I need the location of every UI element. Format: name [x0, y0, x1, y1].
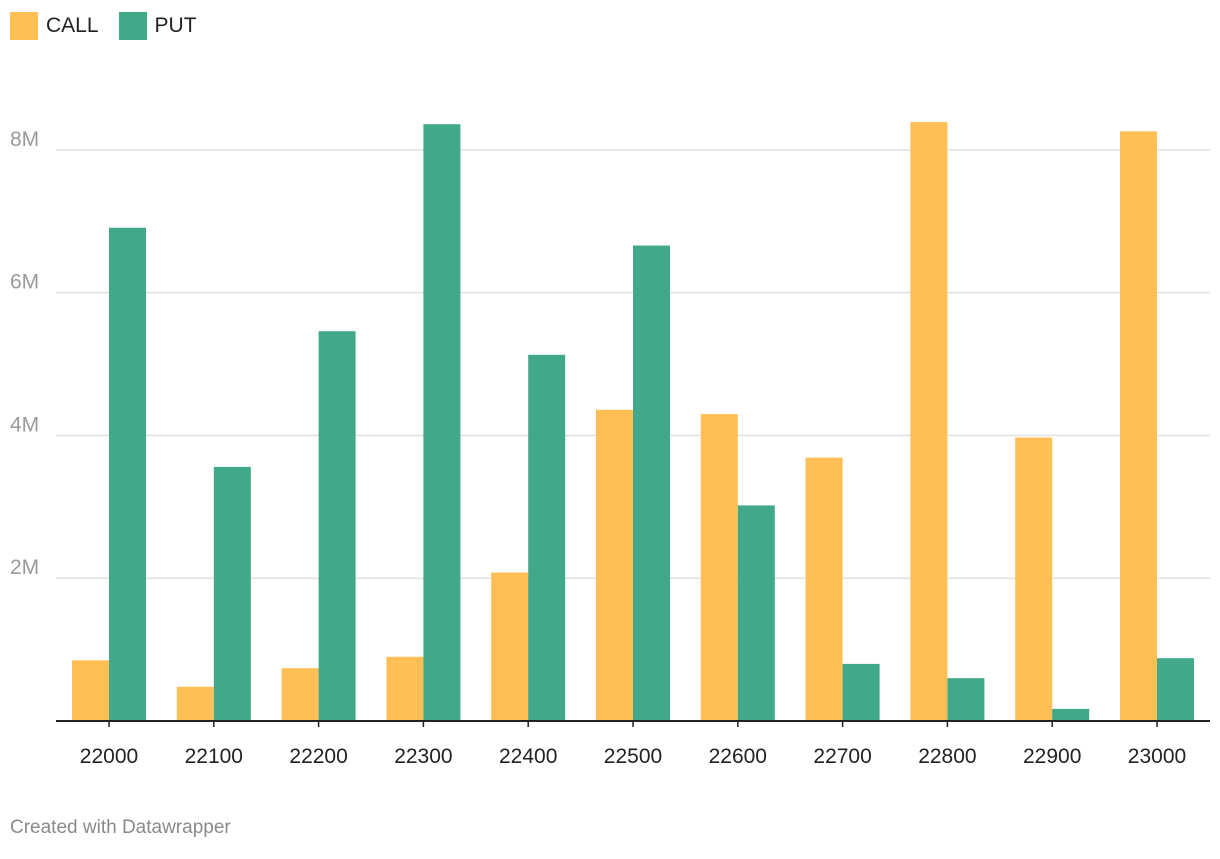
bar-call: [910, 122, 948, 721]
bar-put: [318, 331, 356, 721]
bar-put: [213, 466, 251, 721]
legend-swatch-call: [10, 12, 38, 40]
legend-label-call: CALL: [46, 14, 99, 37]
y-tick-label: 2M: [10, 556, 39, 579]
y-tick-label: 8M: [10, 128, 39, 151]
bar-call: [805, 457, 843, 721]
bar-call: [596, 409, 633, 721]
bar-put: [109, 227, 146, 721]
x-tick-label: 22800: [918, 745, 976, 768]
x-tick-label: 22400: [499, 745, 557, 768]
bar-put: [842, 663, 880, 721]
x-tick-label: 22000: [80, 745, 138, 768]
legend-item-call: CALL: [10, 12, 99, 40]
bar-put: [423, 124, 461, 721]
x-tick-label: 23000: [1128, 745, 1186, 768]
bar-call: [1120, 131, 1157, 722]
x-tick-label: 22100: [185, 745, 243, 768]
legend-label-put: PUT: [154, 14, 197, 37]
bar-call: [176, 686, 214, 721]
bar-call: [1015, 437, 1053, 721]
bar-put: [633, 245, 670, 721]
legend-item-put: PUT: [118, 12, 197, 40]
bar-put: [1157, 658, 1194, 721]
x-tick-label: 22700: [813, 745, 871, 768]
x-tick-label: 22600: [709, 745, 767, 768]
bar-call: [491, 572, 529, 721]
bar-call: [72, 660, 109, 721]
y-tick-label: 6M: [10, 271, 39, 294]
bar-call: [700, 414, 738, 721]
bar-call: [386, 656, 424, 721]
bar-put: [737, 505, 775, 721]
x-tick-label: 22200: [289, 745, 347, 768]
chart-legend: CALL PUT: [10, 12, 197, 40]
footer-credit: Created with Datawrapper: [10, 817, 231, 838]
y-tick-label: 4M: [10, 413, 39, 436]
bar-put: [947, 678, 985, 721]
bar-put: [1052, 708, 1090, 721]
x-tick-label: 22900: [1023, 745, 1081, 768]
legend-swatch-put: [118, 12, 147, 40]
bar-call: [281, 668, 319, 721]
x-tick-label: 22300: [394, 745, 452, 768]
x-tick-label: 22500: [604, 745, 662, 768]
bar-put: [528, 354, 566, 721]
